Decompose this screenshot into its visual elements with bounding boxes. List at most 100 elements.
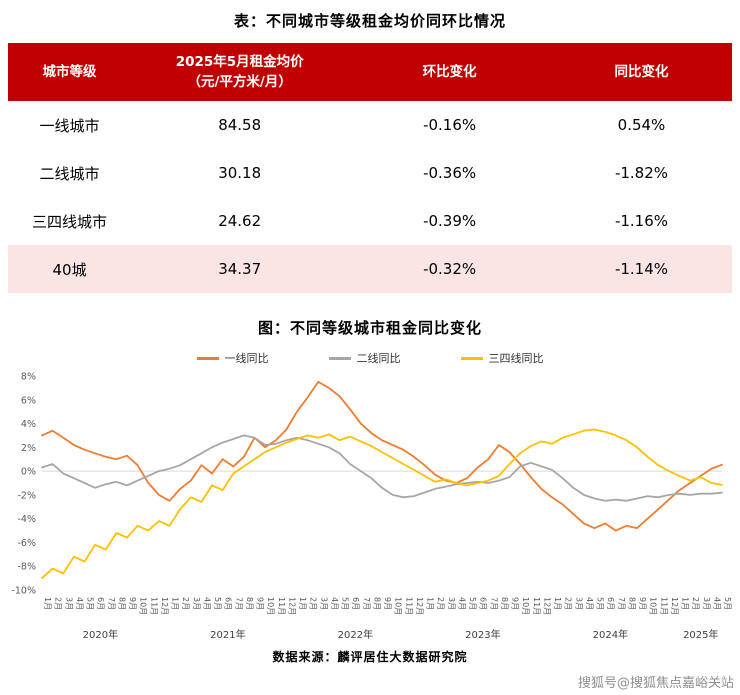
x-axis-month-label: 4月 (585, 597, 594, 610)
x-axis-month-label: 1月 (43, 597, 52, 610)
cell-mom: -0.32% (423, 260, 477, 278)
x-axis-month-label: 8月 (627, 597, 636, 610)
x-axis-month-label: 11月 (404, 597, 413, 615)
table-row-tier34: 三四线城市 24.62 -0.39% -1.16% (8, 197, 732, 245)
x-axis-month-label: 6月 (96, 597, 105, 610)
x-axis-month-label: 4月 (202, 597, 211, 610)
x-axis-month-label: 3月 (64, 597, 73, 610)
x-axis-month-label: 2月 (436, 597, 445, 610)
y-axis-tick-label: -8% (18, 562, 37, 573)
x-axis-month-label: 5月 (468, 597, 477, 610)
chart-legend: 一线同比 二线同比 三四线同比 (0, 350, 740, 366)
cell-tier: 一线城市 (39, 116, 100, 135)
x-axis-month-label: 7月 (489, 597, 498, 610)
x-axis-month-label: 8月 (500, 597, 509, 610)
legend-item: 二线同比 (328, 350, 401, 366)
x-axis-month-label: 2月 (54, 597, 63, 610)
x-axis-month-label: 4月 (75, 597, 84, 610)
x-axis-year-label: 2023年 (465, 628, 500, 641)
y-axis-tick-label: 8% (21, 372, 36, 383)
x-axis-month-label: 3月 (192, 597, 201, 610)
cell-price: 34.37 (218, 260, 262, 278)
table-row-tier2: 二线城市 30.18 -0.36% -1.82% (8, 149, 732, 197)
table-header-row: 城市等级 2025年5月租金均价 （元/平方米/月） 环比变化 同比变化 (8, 43, 732, 101)
x-axis-month-label: 10月 (521, 597, 530, 615)
x-axis-month-label: 2月 (181, 597, 190, 610)
x-axis-month-label: 5月 (596, 597, 605, 610)
x-axis-month-label: 1月 (426, 597, 435, 610)
y-axis-tick-label: -4% (18, 514, 37, 525)
cell-tier: 40城 (52, 260, 87, 279)
cell-yoy: 0.54% (617, 116, 666, 134)
x-axis-month-label: 7月 (107, 597, 116, 610)
x-axis-month-label: 3月 (702, 597, 711, 610)
x-axis-month-label: 3月 (447, 597, 456, 610)
x-axis-month-label: 12月 (287, 597, 296, 615)
x-axis-month-label: 11月 (659, 597, 668, 615)
series-line (41, 428, 723, 580)
column-header-tier: 城市等级 (8, 43, 132, 101)
x-axis-month-label: 6月 (224, 597, 233, 610)
x-axis-year-label: 2021年 (210, 628, 245, 641)
table-row-tier1: 一线城市 84.58 -0.16% 0.54% (8, 101, 732, 149)
x-axis-month-label: 5月 (213, 597, 222, 610)
x-axis-month-label: 11月 (277, 597, 286, 615)
x-axis-month-label: 2月 (309, 597, 318, 610)
cell-yoy: -1.82% (614, 164, 669, 182)
x-axis-month-label: 5月 (86, 597, 95, 610)
x-axis-year-label: 2024年 (593, 628, 628, 641)
y-axis-tick-label: 6% (21, 395, 36, 406)
x-axis-month-label: 5月 (341, 597, 350, 610)
x-axis-month-label: 8月 (245, 597, 254, 610)
legend-swatch (328, 356, 351, 360)
x-axis-year-label: 2025年 (683, 628, 718, 641)
x-axis-month-label: 8月 (372, 597, 381, 610)
x-axis-month-label: 6月 (606, 597, 615, 610)
x-axis-month-label: 12月 (415, 597, 424, 615)
x-axis-month-label: 1月 (298, 597, 307, 610)
x-axis-year-label: 2022年 (338, 628, 373, 641)
x-axis-month-label: 11月 (149, 597, 158, 615)
x-axis-month-label: 10月 (266, 597, 275, 615)
rent-yoy-line-chart: 8%6%4%2%0%-2%-4%-6%-8%-10%1月 2月 3月 4月 5月 6月 7月… (11, 372, 732, 642)
x-axis-month-label: 11月 (532, 597, 541, 615)
table-row-40cities: 40城 34.37 -0.32% -1.14% (8, 245, 732, 293)
x-axis-month-label: 2月 (691, 597, 700, 610)
cell-yoy: -1.14% (614, 260, 669, 278)
x-axis-month-label: 1月 (171, 597, 180, 610)
x-axis-month-label: 1月 (553, 597, 562, 610)
x-axis-month-label: 12月 (160, 597, 169, 615)
legend-item: 三四线同比 (460, 350, 544, 366)
x-axis-month-label: 7月 (617, 597, 626, 610)
x-axis-month-label: 12月 (670, 597, 679, 615)
x-axis-month-label: 12月 (542, 597, 551, 615)
x-axis-month-label: 7月 (234, 597, 243, 610)
x-axis-month-label: 1月 (681, 597, 690, 610)
y-axis-tick-label: 0% (21, 467, 36, 478)
x-axis-month-label: 10月 (649, 597, 658, 615)
cell-price: 84.58 (218, 116, 262, 134)
x-axis-month-label: 9月 (128, 597, 137, 610)
x-axis-month-label: 8月 (117, 597, 126, 610)
y-axis-tick-label: -6% (18, 538, 37, 549)
column-header-mom: 环比变化 (348, 43, 551, 101)
x-axis-month-label: 7月 (362, 597, 371, 610)
cell-mom: -0.39% (423, 212, 477, 230)
cell-mom: -0.16% (423, 116, 477, 134)
x-axis-month-label: 9月 (256, 597, 265, 610)
legend-label: 二线同比 (356, 352, 401, 365)
legend-label: 一线同比 (224, 352, 269, 365)
x-axis-month-label: 9月 (638, 597, 647, 610)
y-axis-tick-label: -10% (11, 586, 36, 597)
x-axis-month-label: 4月 (457, 597, 466, 610)
chart-title: 图：不同等级城市租金同比变化 (257, 319, 482, 337)
x-axis-month-label: 9月 (511, 597, 520, 610)
column-header-price: 2025年5月租金均价 （元/平方米/月） (131, 43, 349, 101)
legend-swatch (196, 356, 219, 360)
x-axis-month-label: 9月 (383, 597, 392, 610)
legend-item: 一线同比 (196, 350, 269, 366)
cell-price: 30.18 (218, 164, 262, 182)
data-source-text: 数据来源：麟评居住大数据研究院 (272, 650, 468, 664)
x-axis-month-label: 10月 (139, 597, 148, 615)
x-axis-year-label: 2020年 (83, 628, 118, 641)
